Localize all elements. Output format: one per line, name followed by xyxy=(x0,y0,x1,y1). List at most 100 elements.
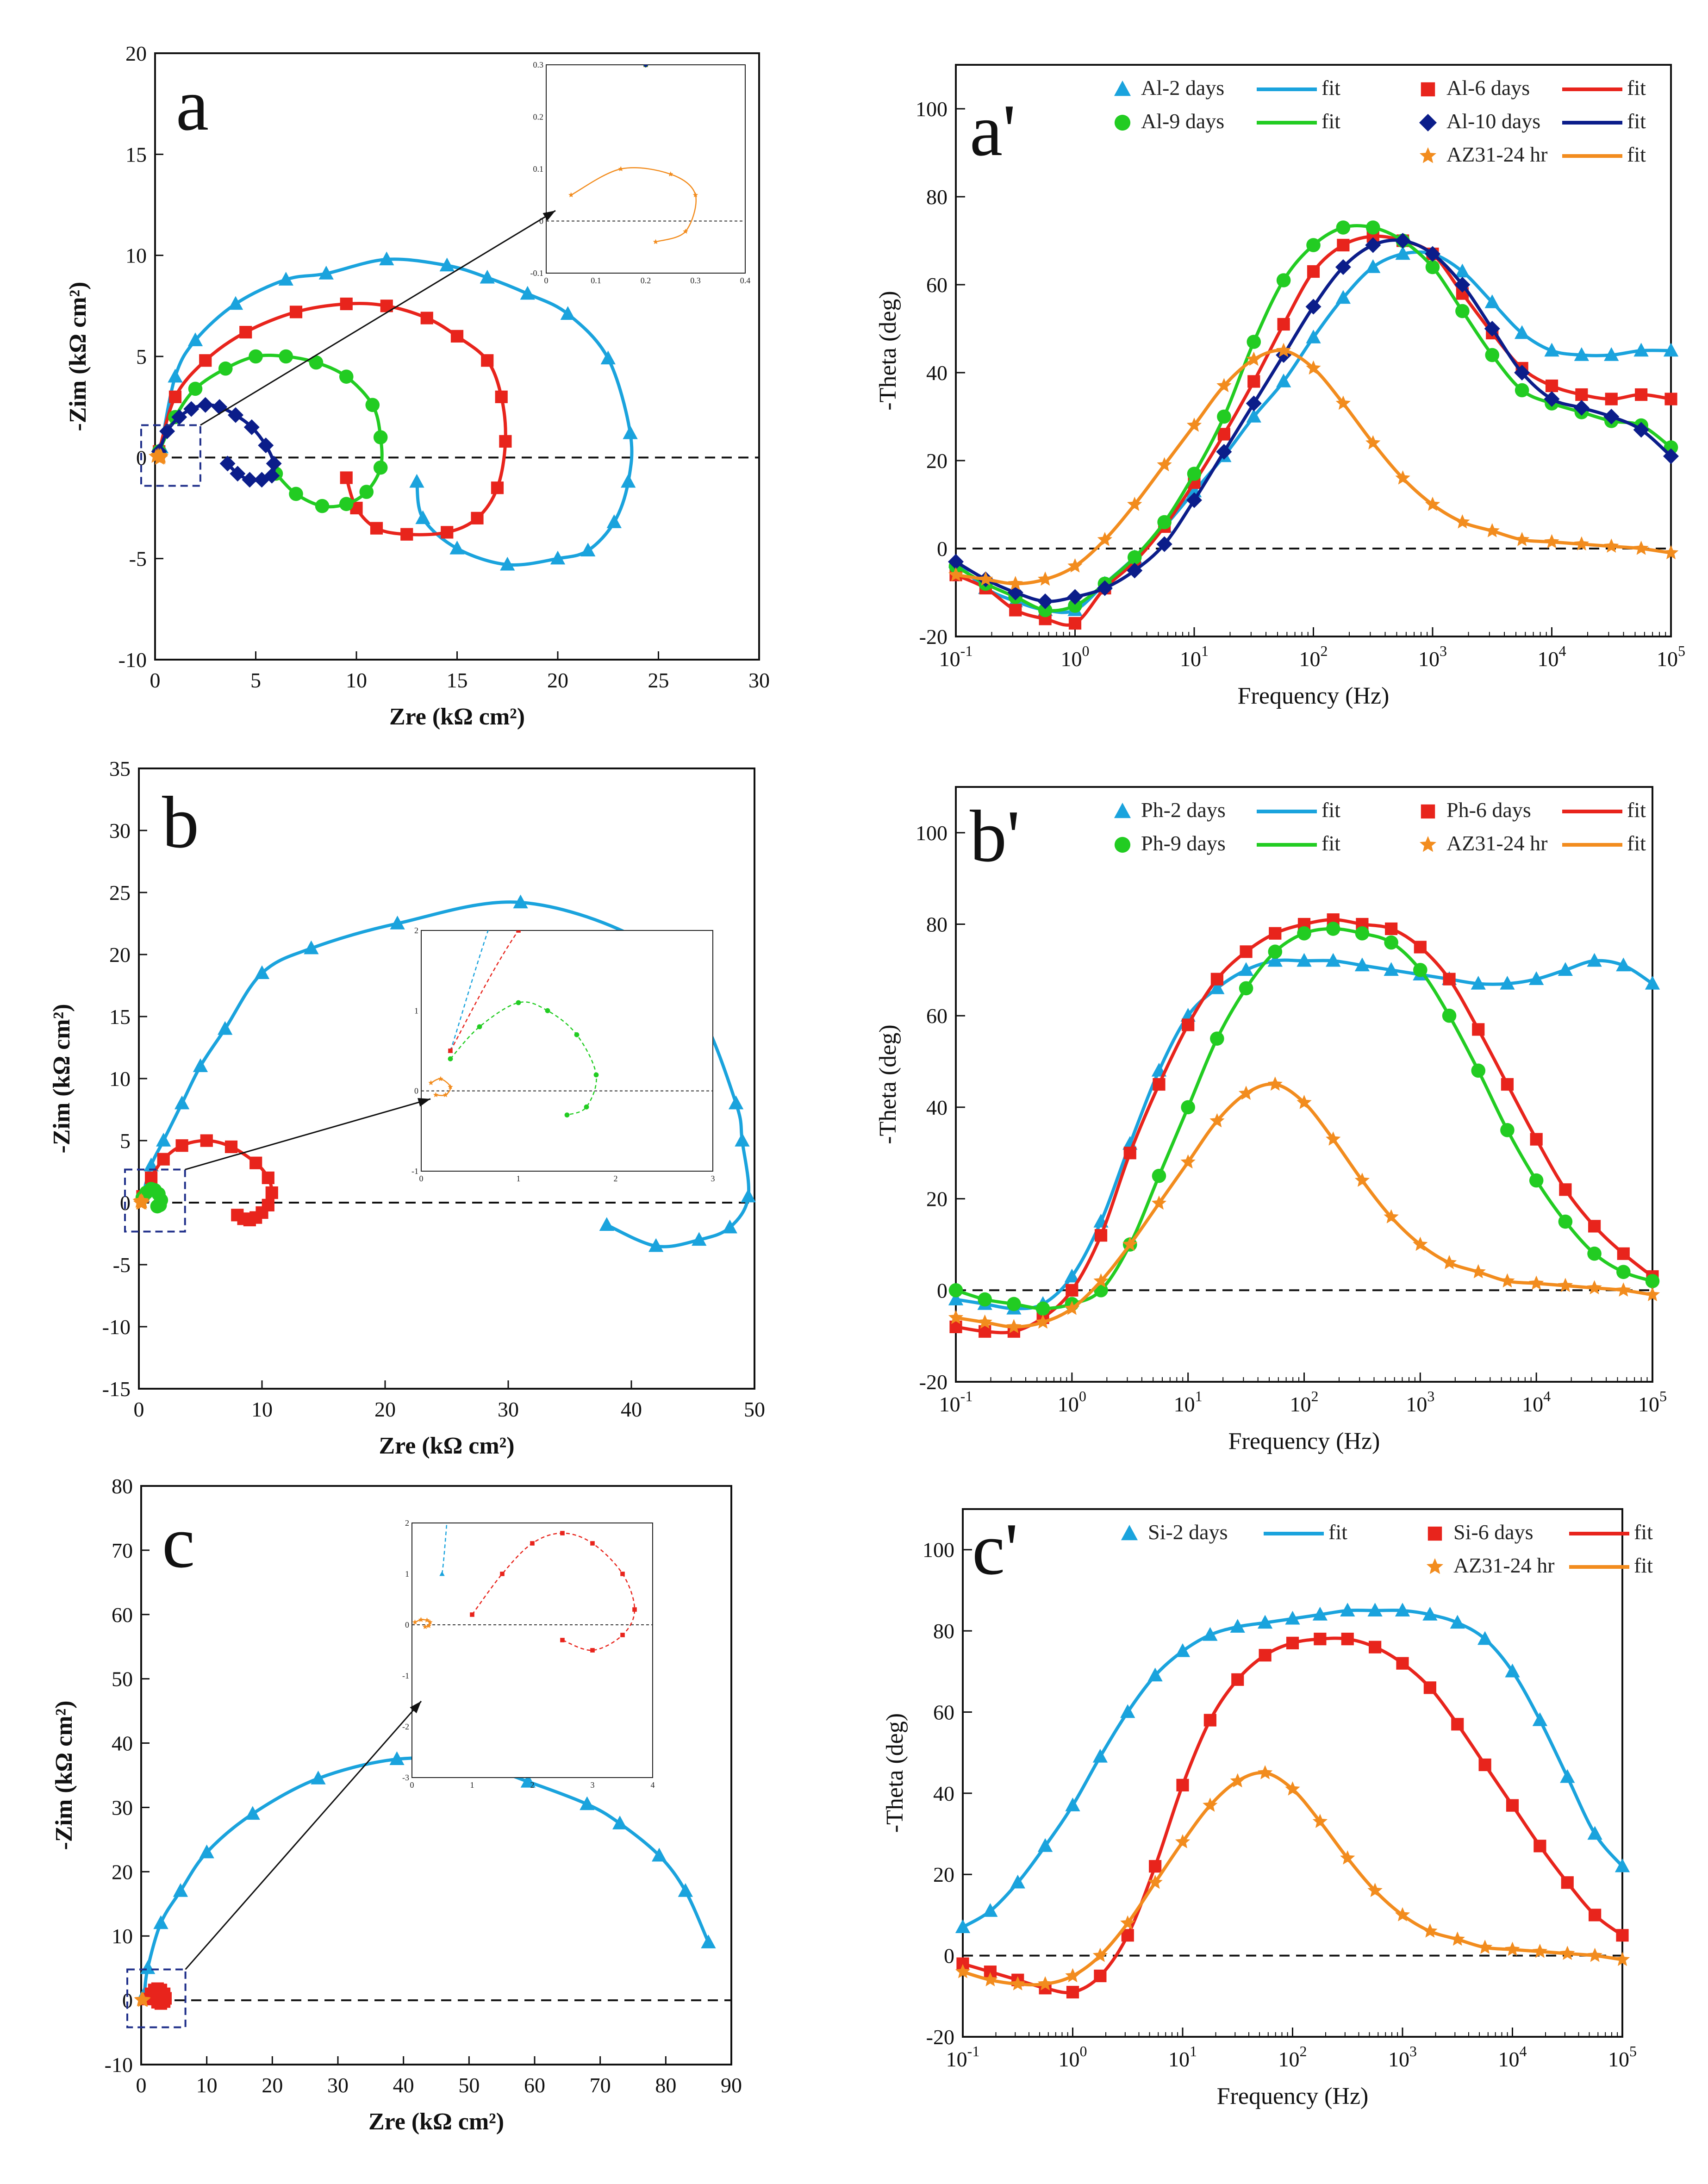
data-point xyxy=(1587,1280,1602,1295)
data-point xyxy=(1514,532,1530,546)
x-tick-label: 40 xyxy=(621,1398,642,1421)
y-tick-label: 100 xyxy=(916,97,948,121)
data-point xyxy=(1365,220,1380,235)
y-tick-label: -20 xyxy=(919,625,948,649)
data-point xyxy=(983,1972,998,1986)
data-point xyxy=(228,296,243,310)
data-point xyxy=(1575,388,1588,401)
fit-line xyxy=(955,224,1672,612)
data-point xyxy=(513,894,528,909)
data-point xyxy=(491,481,504,494)
data-point xyxy=(550,550,566,565)
data-point xyxy=(1209,980,1225,994)
inset-data-point xyxy=(1148,728,1153,732)
data-point xyxy=(1068,599,1082,613)
data-point xyxy=(621,474,636,488)
data-point xyxy=(1603,409,1620,424)
legend-label: Ph-2 days xyxy=(1141,798,1226,822)
data-point xyxy=(1395,470,1410,485)
data-point xyxy=(1587,953,1602,967)
data-point xyxy=(1092,1748,1108,1763)
data-point xyxy=(1635,388,1648,401)
data-point xyxy=(1545,379,1558,393)
plot-frame xyxy=(955,64,1672,637)
data-point xyxy=(1326,953,1341,967)
data-point xyxy=(218,361,233,376)
data-point xyxy=(1149,1860,1162,1873)
panel-a2: 10-1 100 101 102 103 104 105 -20 0 20 40 60 80 100 Fre… xyxy=(875,64,1685,709)
data-point xyxy=(1451,1718,1464,1731)
data-point xyxy=(955,1964,971,1978)
data-point xyxy=(373,430,388,444)
fit-line xyxy=(157,301,507,537)
legend-fit-label: fit xyxy=(1627,109,1646,133)
data-point xyxy=(580,1796,595,1810)
inset-y-tick-label: 1 xyxy=(414,1006,418,1015)
data-point xyxy=(1365,237,1381,253)
data-point xyxy=(1276,374,1291,387)
data-point xyxy=(1395,246,1410,260)
panel-label: a' xyxy=(970,89,1016,171)
inset-data-point xyxy=(470,1612,474,1617)
data-point xyxy=(168,368,183,383)
legend-fit-label: fit xyxy=(1328,1520,1347,1544)
x-tick-label: 105 xyxy=(1657,643,1685,671)
data-point xyxy=(1484,523,1500,537)
data-point xyxy=(1532,1712,1548,1726)
x-tick-label: 20 xyxy=(262,2073,283,2097)
data-point xyxy=(1257,1615,1273,1629)
zoom-arrow xyxy=(200,210,556,426)
legend-fit-label: fit xyxy=(1322,798,1340,822)
inset-data-point xyxy=(643,65,648,68)
data-point xyxy=(1147,1667,1163,1682)
data-point xyxy=(481,354,494,367)
inset-x-tick-label: 4 xyxy=(651,1780,655,1790)
data-point xyxy=(254,472,270,488)
legend-marker xyxy=(1419,147,1437,163)
y-tick-label: 40 xyxy=(933,1782,954,1805)
data-point xyxy=(1506,1799,1519,1812)
data-point xyxy=(1067,589,1083,605)
data-point xyxy=(1530,1133,1543,1146)
y-tick-label: -5 xyxy=(129,547,147,571)
data-point xyxy=(1182,1018,1195,1031)
x-tick-label: 5 xyxy=(250,668,261,692)
data-point xyxy=(133,1195,149,1210)
zoom-box xyxy=(126,1968,187,2028)
data-point xyxy=(243,419,260,435)
data-point xyxy=(1210,1031,1224,1046)
data-point xyxy=(242,472,258,488)
inset-x-tick-label: 2 xyxy=(530,1780,535,1790)
data-point xyxy=(420,312,433,324)
inset-data-point xyxy=(560,1638,565,1642)
data-point xyxy=(1257,1765,1273,1779)
y-axis-label: -Theta (deg) xyxy=(875,1024,901,1144)
data-point xyxy=(1616,957,1631,972)
data-point xyxy=(599,1217,614,1231)
legend-label: Al-10 days xyxy=(1446,109,1540,133)
data-point xyxy=(1414,941,1427,954)
y-tick-label: -10 xyxy=(118,648,147,672)
panel-label: c' xyxy=(972,1508,1018,1590)
data-point xyxy=(1450,1931,1465,1946)
data-point xyxy=(977,1314,992,1329)
data-point xyxy=(1355,926,1370,941)
y-tick-label: 30 xyxy=(112,1796,133,1819)
data-point xyxy=(1354,957,1370,972)
data-point xyxy=(1038,603,1053,618)
data-point xyxy=(499,435,512,448)
data-point xyxy=(1573,400,1590,416)
y-axis-label: -Theta (deg) xyxy=(882,1713,908,1833)
data-point xyxy=(1065,1797,1080,1811)
data-point xyxy=(560,306,575,320)
y-tick-label: 100 xyxy=(916,821,948,845)
panel-c2: 10-1 100 101 102 103 104 105 -20 0 20 40 60 80 100 Fre… xyxy=(882,1508,1653,2109)
y-tick-label: 60 xyxy=(926,273,948,297)
data-point xyxy=(1267,953,1283,967)
data-point xyxy=(228,407,243,423)
legend-fit-label: fit xyxy=(1322,76,1340,100)
data-point xyxy=(1633,541,1649,555)
legend-fit-label: fit xyxy=(1322,109,1340,133)
inset-data-point xyxy=(426,1623,432,1629)
